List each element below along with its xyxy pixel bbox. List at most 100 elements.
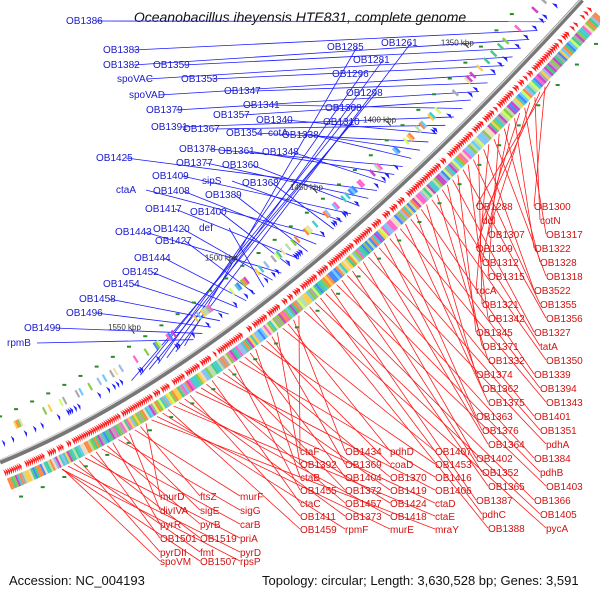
reverse-gene-label[interactable]: OB1317 — [546, 230, 583, 241]
forward-gene-label[interactable]: ctaA — [116, 185, 136, 196]
reverse-gene-label[interactable]: OB1345 — [476, 328, 513, 339]
forward-gene-label[interactable]: spoVAC — [117, 74, 153, 85]
reverse-gene-label[interactable]: OB1374 — [476, 370, 513, 381]
forward-gene-label[interactable]: OB1377 — [176, 158, 213, 169]
reverse-gene-label[interactable]: OB1373 — [345, 512, 382, 523]
reverse-gene-label[interactable]: ddl — [482, 216, 495, 227]
reverse-gene-label[interactable]: OB1405 — [540, 510, 577, 521]
forward-gene-label[interactable]: OB1285 — [327, 42, 364, 53]
reverse-gene-label[interactable]: OB1332 — [488, 356, 525, 367]
forward-gene-label[interactable]: OB1348 — [262, 147, 299, 158]
forward-gene-label[interactable]: OB1357 — [213, 110, 250, 121]
reverse-gene-label[interactable]: OB1376 — [482, 426, 519, 437]
reverse-gene-label[interactable]: OB1307 — [488, 230, 525, 241]
forward-gene-label[interactable]: OB1353 — [181, 74, 218, 85]
reverse-gene-label[interactable]: OB1318 — [546, 272, 583, 283]
forward-gene-label[interactable]: OB1354 — [226, 128, 263, 139]
forward-gene-label[interactable]: OB1427 — [155, 236, 192, 247]
reverse-gene-label[interactable]: ctaF — [300, 447, 319, 458]
reverse-gene-label[interactable]: ftsZ — [200, 492, 217, 503]
forward-gene-label[interactable]: OB1368 — [242, 178, 279, 189]
reverse-gene-label[interactable]: OB1372 — [345, 486, 382, 497]
reverse-gene-label[interactable]: OB1288 — [476, 202, 513, 213]
forward-gene-label[interactable]: OB1361 — [218, 146, 255, 157]
forward-gene-label[interactable]: OB1379 — [146, 105, 183, 116]
reverse-gene-label[interactable]: OB1366 — [534, 496, 571, 507]
forward-gene-label[interactable]: OB1296 — [332, 69, 369, 80]
forward-gene-label[interactable]: OB1499 — [24, 323, 61, 334]
forward-gene-label[interactable]: OB1340 — [256, 115, 293, 126]
forward-gene-label[interactable]: OB1310 — [323, 117, 360, 128]
reverse-gene-label[interactable]: fmt — [200, 548, 214, 559]
reverse-gene-label[interactable]: pycA — [546, 524, 569, 535]
reverse-gene-label[interactable]: pdhD — [390, 447, 414, 458]
reverse-gene-label[interactable]: OB1371 — [482, 342, 519, 353]
reverse-gene-label[interactable]: OB1387 — [476, 496, 513, 507]
reverse-gene-label[interactable]: OB1352 — [482, 468, 519, 479]
forward-gene-label[interactable]: sipS — [202, 176, 222, 187]
forward-gene-label[interactable]: cotA — [268, 128, 288, 139]
reverse-gene-label[interactable]: OB1342 — [488, 314, 525, 325]
reverse-gene-label[interactable]: OB1321 — [482, 300, 519, 311]
reverse-gene-label[interactable]: OB1384 — [534, 454, 571, 465]
forward-gene-label[interactable]: OB1386 — [66, 16, 103, 27]
reverse-gene-label[interactable]: OB1419 — [390, 486, 427, 497]
reverse-gene-label[interactable]: OB1519 — [200, 534, 237, 545]
reverse-gene-label[interactable]: OB1407 — [435, 447, 472, 458]
reverse-gene-label[interactable]: OB1363 — [476, 412, 513, 423]
reverse-gene-label[interactable]: murE — [390, 525, 414, 536]
forward-gene-label[interactable]: OB1298 — [346, 88, 383, 99]
forward-gene-label[interactable]: OB1347 — [224, 86, 261, 97]
reverse-gene-label[interactable]: OB1365 — [488, 482, 525, 493]
reverse-gene-label[interactable]: pdhA — [546, 440, 570, 451]
forward-gene-label[interactable]: OB1383 — [103, 45, 140, 56]
reverse-gene-label[interactable]: OB1309 — [476, 244, 513, 255]
forward-gene-label[interactable]: OB1452 — [122, 267, 159, 278]
reverse-gene-label[interactable]: sigE — [200, 506, 220, 517]
reverse-gene-label[interactable]: OB1327 — [534, 328, 571, 339]
reverse-gene-label[interactable]: OB1328 — [540, 258, 577, 269]
reverse-gene-label[interactable]: tatA — [540, 342, 558, 353]
reverse-gene-label[interactable]: murD — [160, 492, 184, 503]
reverse-gene-label[interactable]: sigG — [240, 506, 261, 517]
reverse-gene-label[interactable]: OB1315 — [488, 272, 525, 283]
reverse-gene-label[interactable]: OB1507 — [200, 557, 237, 568]
reverse-gene-label[interactable]: pyrR — [160, 520, 181, 531]
reverse-gene-label[interactable]: OB1457 — [345, 499, 382, 510]
reverse-gene-label[interactable]: OB1459 — [300, 525, 337, 536]
forward-gene-label[interactable]: OB1360 — [222, 160, 259, 171]
forward-gene-label[interactable]: OB1458 — [79, 294, 116, 305]
forward-gene-label[interactable]: OB1443 — [115, 227, 152, 238]
reverse-gene-label[interactable]: OB1351 — [540, 426, 577, 437]
forward-gene-label[interactable]: OB1417 — [145, 204, 182, 215]
reverse-gene-label[interactable]: OB1402 — [476, 454, 513, 465]
reverse-gene-label[interactable]: pyrDII — [160, 548, 187, 559]
forward-gene-label[interactable]: OB1359 — [153, 60, 190, 71]
forward-gene-label[interactable]: OB1391 — [151, 122, 188, 133]
forward-gene-label[interactable]: OB1425 — [96, 153, 133, 164]
reverse-gene-label[interactable]: OB1356 — [546, 314, 583, 325]
forward-gene-label[interactable]: OB1378 — [179, 144, 216, 155]
forward-gene-label[interactable]: OB1389 — [205, 190, 242, 201]
forward-gene-label[interactable]: OB1444 — [134, 253, 171, 264]
reverse-gene-label[interactable]: OB1411 — [300, 512, 336, 523]
reverse-gene-label[interactable]: OB1394 — [540, 384, 577, 395]
forward-gene-label[interactable]: OB1409 — [152, 171, 189, 182]
forward-gene-label[interactable]: OB1367 — [183, 124, 220, 135]
reverse-gene-label[interactable]: cotN — [540, 216, 561, 227]
reverse-gene-label[interactable]: OB1370 — [390, 473, 427, 484]
forward-gene-label[interactable]: OB1382 — [103, 60, 140, 71]
forward-gene-label[interactable]: OB1420 — [153, 224, 190, 235]
reverse-gene-label[interactable]: OB1355 — [540, 300, 577, 311]
reverse-gene-label[interactable]: OB1300 — [534, 202, 571, 213]
reverse-gene-label[interactable]: carB — [240, 520, 261, 531]
forward-gene-label[interactable]: OB1308 — [325, 103, 362, 114]
reverse-gene-label[interactable]: OB1416 — [435, 473, 472, 484]
reverse-gene-label[interactable]: OB1375 — [488, 398, 525, 409]
reverse-gene-label[interactable]: OB1362 — [482, 384, 519, 395]
reverse-gene-label[interactable]: OB1339 — [534, 370, 571, 381]
reverse-gene-label[interactable]: OB1404 — [345, 473, 382, 484]
reverse-gene-label[interactable]: OB1418 — [390, 512, 427, 523]
reverse-gene-label[interactable]: OB1434 — [345, 447, 382, 458]
forward-gene-label[interactable]: def — [199, 223, 213, 234]
